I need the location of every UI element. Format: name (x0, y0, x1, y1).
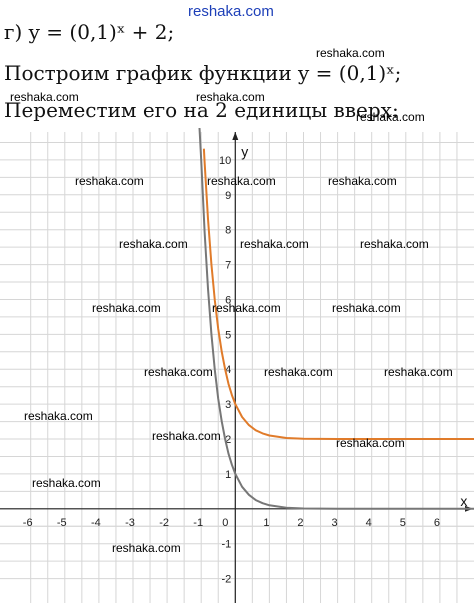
y-tick-label: 2 (225, 434, 231, 446)
y-tick-label: 3 (225, 399, 231, 411)
watermark: reshaka.com (75, 174, 144, 188)
y-axis-label: y (241, 143, 248, 159)
watermark: reshaka.com (356, 110, 425, 124)
watermark: reshaka.com (144, 365, 213, 379)
task-label: г) y = (0,1)ˣ + 2; (4, 20, 175, 44)
x-tick-label: -6 (23, 517, 33, 529)
y-tick-label: -1 (222, 539, 232, 551)
watermark: reshaka.com (152, 429, 221, 443)
watermark: reshaka.com (212, 301, 281, 315)
y-tick-label: 9 (225, 190, 231, 202)
x-tick-label: 2 (297, 517, 303, 529)
watermark: reshaka.com (92, 301, 161, 315)
watermark: reshaka.com (207, 174, 276, 188)
x-tick-label: 6 (434, 517, 440, 529)
y-tick-label: 6 (225, 294, 231, 306)
x-tick-label: -3 (125, 517, 135, 529)
x-tick-label: 0 (222, 517, 228, 529)
x-tick-label: 4 (366, 517, 372, 529)
y-tick-label: 7 (225, 260, 231, 272)
watermark: reshaka.com (360, 237, 429, 251)
instruction-line-2: Переместим его на 2 единицы вверх: (4, 98, 399, 122)
x-axis-label: x (460, 493, 467, 509)
watermark: reshaka.com (32, 476, 101, 490)
x-tick-label: 5 (400, 517, 406, 529)
watermark: reshaka.com (332, 301, 401, 315)
base-curve (198, 127, 474, 510)
y-tick-label: 4 (225, 364, 231, 376)
shifted-curve (202, 148, 474, 440)
watermark: reshaka.com (119, 237, 188, 251)
watermark: reshaka.com (188, 3, 274, 20)
watermark: reshaka.com (336, 436, 405, 450)
y-tick-label: 1 (225, 469, 231, 481)
x-tick-label: 1 (263, 517, 269, 529)
y-tick-label: 5 (225, 329, 231, 341)
watermark: reshaka.com (10, 90, 79, 104)
x-tick-label: -4 (91, 517, 101, 529)
watermark: reshaka.com (196, 90, 265, 104)
watermark: reshaka.com (264, 365, 333, 379)
watermark: reshaka.com (24, 409, 93, 423)
x-tick-label: -5 (57, 517, 67, 529)
watermark: reshaka.com (316, 46, 385, 60)
y-tick-label: -2 (222, 574, 232, 586)
watermark: reshaka.com (240, 237, 309, 251)
y-tick-label: 10 (219, 155, 231, 167)
x-tick-label: -1 (193, 517, 203, 529)
y-tick-label: 8 (225, 225, 231, 237)
x-tick-label: -2 (159, 517, 169, 529)
watermark: reshaka.com (384, 365, 453, 379)
watermark: reshaka.com (328, 174, 397, 188)
instruction-line-1: Построим график функции y = (0,1)ˣ; (4, 61, 402, 85)
watermark: reshaka.com (112, 541, 181, 555)
y-axis-arrow (232, 132, 239, 140)
x-tick-label: 3 (332, 517, 338, 529)
